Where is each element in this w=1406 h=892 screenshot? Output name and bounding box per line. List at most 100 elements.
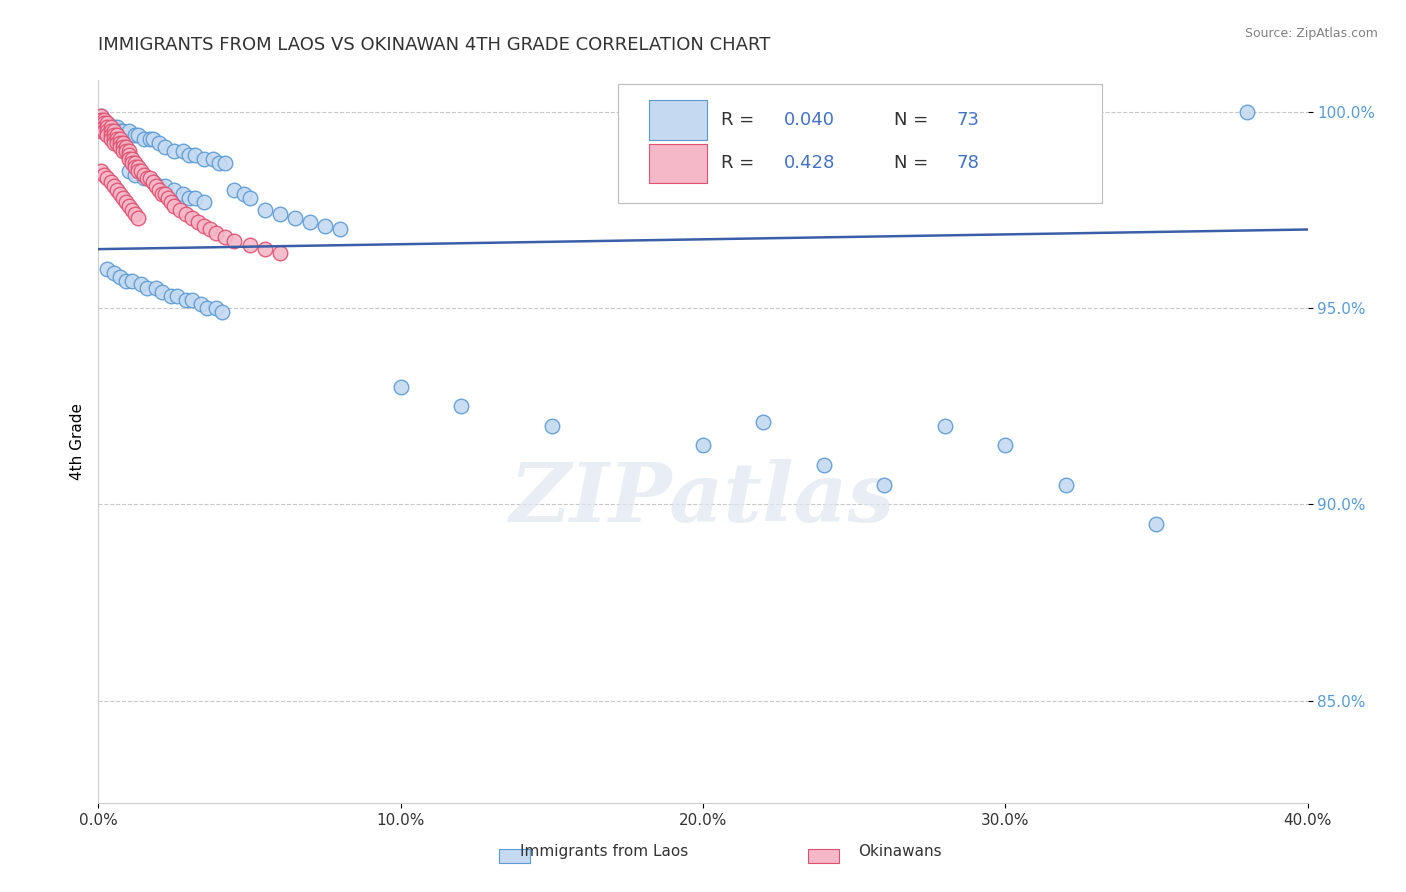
Point [163,199,186,213]
Text: 0.040: 0.040 [785,111,835,129]
Point [181,293,204,308]
Point [184,148,207,162]
Point [100,132,122,146]
Point [105,136,128,150]
Point [540,418,562,433]
Point [114,194,136,209]
Point [132,171,155,186]
Text: Source: ZipAtlas.com: Source: ZipAtlas.com [1244,27,1378,40]
Point [90,109,112,123]
Point [114,144,136,158]
Point [118,124,141,138]
Text: 78: 78 [957,154,980,172]
Point [202,152,225,166]
Point [299,214,322,228]
Point [269,246,291,260]
Text: 0.428: 0.428 [785,154,835,172]
Point [100,128,122,143]
Point [153,187,176,202]
Text: 73: 73 [957,111,980,129]
Point [108,136,131,150]
Point [96,171,118,186]
Point [153,179,176,194]
Point [224,183,246,197]
Point [253,202,276,217]
Point [118,144,141,158]
Point [90,120,112,135]
Point [105,132,128,146]
Point [135,281,157,295]
Point [190,297,212,311]
Point [208,155,231,169]
Point [200,222,222,236]
Point [121,155,143,169]
Point [239,238,262,252]
Point [111,140,134,154]
Point [103,136,125,150]
Y-axis label: 4th Grade: 4th Grade [69,403,84,480]
Point [124,160,146,174]
Point [132,168,155,182]
FancyBboxPatch shape [619,84,1102,203]
Text: N =: N = [894,111,934,129]
Point [142,175,165,189]
Point [90,109,112,123]
Point [153,140,176,154]
Text: R =: R = [721,154,761,172]
Point [93,116,115,130]
Point [253,242,276,256]
Text: Immigrants from Laos: Immigrants from Laos [520,845,689,859]
Point [96,116,118,130]
Point [193,219,215,233]
Point [96,116,118,130]
Point [179,148,201,162]
Point [96,261,118,276]
Point [160,194,183,209]
Point [127,211,149,225]
Point [195,301,218,315]
Point [139,132,162,146]
Point [118,148,141,162]
Point [96,124,118,138]
Point [93,168,115,182]
Point [103,266,125,280]
Point [181,211,204,225]
Point [103,132,125,146]
Point [90,124,112,138]
Point [142,175,165,189]
Point [148,183,170,197]
Point [90,116,112,130]
Point [193,194,215,209]
Point [132,132,155,146]
Point [93,120,115,135]
Point [1236,104,1258,119]
Point [150,187,173,202]
Point [172,144,194,158]
Point [145,281,167,295]
Point [163,144,186,158]
Point [127,163,149,178]
Point [108,132,131,146]
Point [389,379,412,393]
Point [163,183,186,197]
Point [752,415,775,429]
Point [103,124,125,138]
Point [179,191,201,205]
Point [90,163,112,178]
Point [111,144,134,158]
Point [150,285,173,300]
Point [114,274,136,288]
Point [148,136,170,150]
Text: R =: R = [721,111,761,129]
Point [174,207,197,221]
Point [160,289,183,303]
Point [124,207,146,221]
Point [172,187,194,202]
Point [174,293,197,308]
Point [127,160,149,174]
Point [108,140,131,154]
Point [93,112,115,127]
Point [103,120,125,135]
Point [108,124,131,138]
Point [142,132,165,146]
